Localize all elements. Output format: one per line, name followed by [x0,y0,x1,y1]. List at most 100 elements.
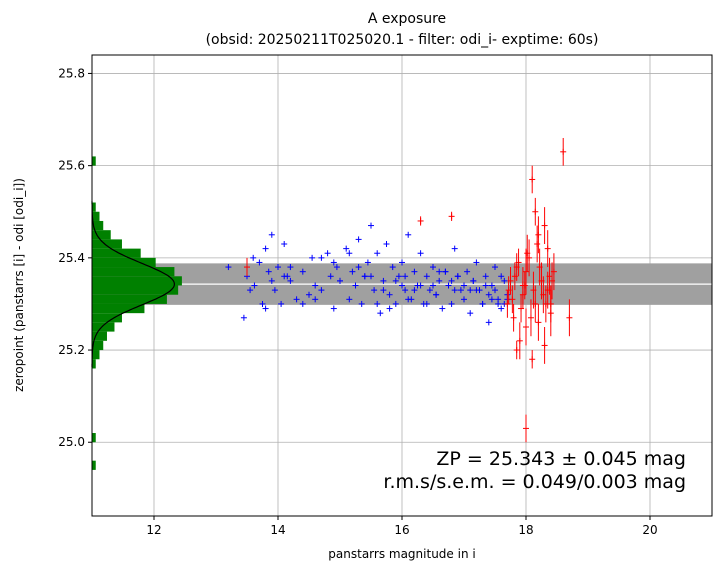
histogram-bin [92,460,96,470]
rejected-star-point [527,299,534,337]
rejected-star-point [417,216,424,226]
used-star-point [318,254,325,261]
y-tick-label: 25.2 [58,343,85,357]
used-star-point [445,282,452,289]
histogram-bin [92,211,100,221]
x-axis-ticks: 12 14 16 18 20 [146,516,658,537]
used-star-point [501,277,508,284]
histogram-bin [92,220,104,231]
used-star-point [271,287,278,294]
used-star-point [399,259,405,266]
used-stars-series [225,222,511,326]
used-star-point [405,296,412,303]
used-star-point [448,277,455,284]
used-star-point [433,291,440,298]
used-star-point [411,268,418,275]
used-star-point [405,231,412,238]
used-star-point [448,300,455,307]
used-star-point [488,296,495,303]
rejected-star-point [544,271,551,309]
used-star-point [275,264,281,271]
histogram-bin [92,156,96,166]
used-star-point [318,287,325,294]
rejected-star-point [534,225,541,263]
used-star-point [386,291,393,298]
rejected-star-point [566,299,573,337]
used-star-point [309,254,316,261]
used-star-point [467,310,474,317]
used-star-point [442,268,449,275]
used-star-point [380,277,387,284]
used-star-point [299,268,306,275]
rejected-star-point [513,340,520,360]
used-star-point [355,236,362,243]
used-star-point [312,296,319,303]
y-tick-label: 25.0 [58,435,85,449]
rejected-star-point [535,303,542,341]
x-tick-label: 18 [518,523,533,537]
used-star-point [262,305,269,312]
histogram-bin [92,230,111,240]
used-star-point [287,277,294,284]
used-star-point [498,305,505,312]
used-star-point [495,300,502,307]
rejected-star-point [511,262,518,291]
used-star-point [392,300,399,307]
histogram-bin [92,276,182,286]
rejected-star-point [516,322,523,360]
rejected-star-point [504,290,511,318]
used-star-point [368,273,374,280]
used-star-point [457,287,464,294]
used-star-point [492,264,498,271]
used-star-point [324,250,331,257]
used-star-point [281,273,288,280]
used-star-point [423,273,430,280]
y-tick-label: 25.4 [58,251,85,265]
used-star-point [380,287,387,294]
rejected-star-point [540,276,547,314]
zp-annotation: ZP = 25.343 ± 0.045 mag [436,448,686,470]
used-star-point [488,282,495,289]
used-star-point [281,241,288,248]
used-star-point [240,314,247,321]
used-star-point [430,264,436,271]
histogram-bin [92,359,96,369]
used-star-point [411,287,418,294]
histogram-bin [92,294,167,304]
y-tick-label: 25.8 [58,66,85,80]
x-tick-label: 20 [642,523,657,537]
used-star-point [349,268,356,275]
used-star-point [473,259,480,266]
rejected-star-point [536,248,543,286]
used-star-point [330,305,337,312]
used-star-point [337,277,343,284]
used-star-point [330,259,337,266]
used-star-point [492,287,498,294]
rejected-star-point [519,267,526,304]
used-star-point [256,259,263,266]
histogram-bin [92,350,100,360]
used-star-point [383,241,390,248]
rejected-star-point [547,285,554,323]
used-star-point [426,287,433,294]
gaussian-curve [91,201,176,368]
used-star-point [268,277,275,284]
gaussian-fit [91,201,176,368]
used-star-point [265,268,272,275]
used-star-point [417,250,424,257]
x-tick-label: 12 [146,523,161,537]
histogram-bin [92,331,107,341]
rejected-star-point [509,285,516,314]
rejected-stars-series [244,137,573,443]
used-star-point [368,222,374,229]
used-star-point [485,291,492,298]
histogram-bin [92,248,141,258]
histogram-bin [92,267,175,277]
histogram-bin [92,257,156,268]
rejected-star-point [515,248,522,277]
used-star-point [392,277,399,284]
used-star-point [430,282,436,289]
used-star-point [439,305,446,312]
x-tick-label: 14 [270,523,285,537]
